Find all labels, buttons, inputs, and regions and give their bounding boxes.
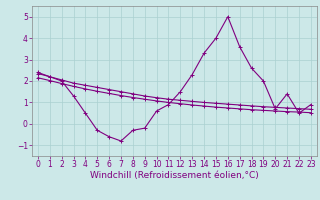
X-axis label: Windchill (Refroidissement éolien,°C): Windchill (Refroidissement éolien,°C) xyxy=(90,171,259,180)
